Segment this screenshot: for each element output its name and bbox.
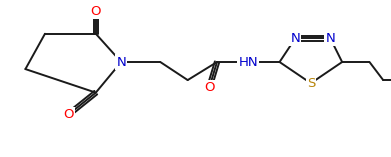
Text: N: N [326,32,335,45]
Text: O: O [91,5,101,18]
Text: N: N [291,32,300,45]
Text: HN: HN [239,56,258,68]
Text: S: S [307,77,315,90]
Text: N: N [117,56,126,68]
Text: O: O [204,81,214,94]
Text: O: O [63,108,74,121]
